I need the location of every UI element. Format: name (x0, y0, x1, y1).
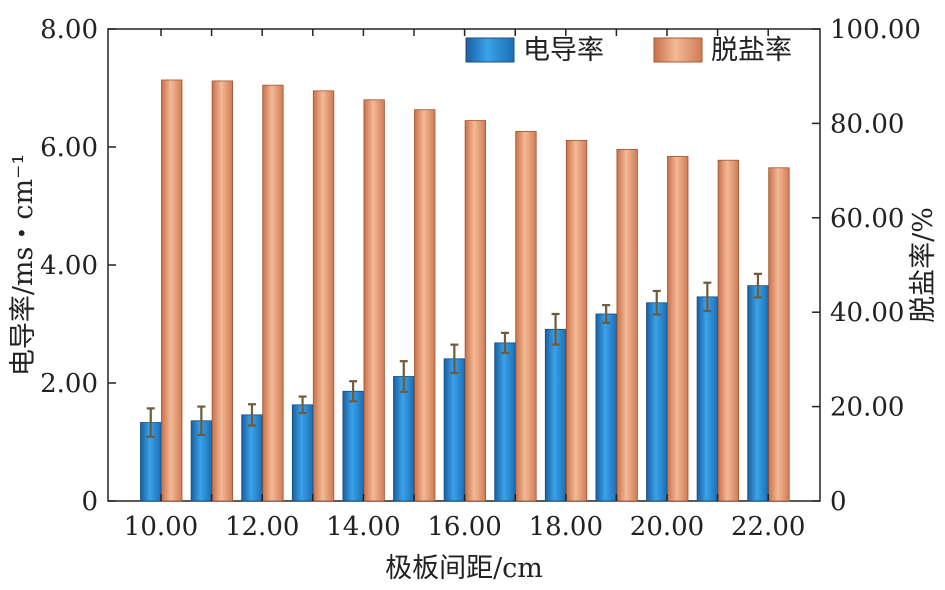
bar-desalination (414, 109, 436, 502)
bar-desalination (717, 159, 739, 502)
x-tick-label: 14.00 (326, 512, 400, 542)
bar-conductivity (291, 404, 314, 502)
bar-desalination (363, 99, 385, 502)
bar-desalination (262, 84, 284, 502)
bar-conductivity (393, 376, 415, 502)
bar-conductivity (241, 414, 263, 502)
tick-group: 0 2.00 4.00 6.00 8.00 0 20.00 40.00 60.00 80.00 10… (40, 15, 921, 542)
bar-conductivity (544, 328, 567, 502)
bar-conductivity (494, 342, 516, 502)
x-tick-label: 20.00 (630, 512, 704, 542)
bar-desalination (464, 120, 487, 502)
legend-swatch-conductivity (465, 37, 515, 63)
legend-label-desalination: 脱盐率 (711, 35, 792, 66)
x-tick-label: 18.00 (529, 512, 603, 542)
bar-desalination (565, 139, 588, 502)
bar-desalination (161, 79, 183, 502)
right-tick-label: 20.00 (830, 393, 904, 423)
bar-group (140, 79, 790, 502)
bar-conductivity (747, 285, 769, 502)
bar-desalination (515, 131, 537, 502)
error-bar-group (146, 272, 762, 438)
x-tick-label: 22.00 (731, 512, 805, 542)
bar-conductivity (646, 302, 668, 502)
bar-desalination (312, 90, 335, 502)
right-axis-title: 脱盐率/% (908, 207, 939, 323)
right-tick-label: 40.00 (830, 298, 904, 328)
bar-desalination (768, 167, 790, 502)
left-tick-label: 6.00 (40, 133, 98, 163)
right-tick-label: 0 (830, 487, 847, 517)
right-tick-label: 80.00 (830, 109, 904, 139)
left-tick-label: 2.00 (40, 369, 98, 399)
bar-desalination (667, 156, 689, 502)
legend-swatch-desalination (653, 37, 703, 63)
bar-conductivity (342, 390, 364, 502)
x-tick-label: 12.00 (225, 512, 299, 542)
right-tick-label: 100.00 (830, 15, 921, 45)
bar-conductivity (696, 296, 718, 502)
bar-conductivity (595, 313, 617, 502)
bar-conductivity (443, 358, 466, 502)
x-axis-title: 极板间距/cm (385, 553, 543, 584)
bar-desalination (211, 80, 234, 502)
left-tick-label: 8.00 (40, 15, 98, 45)
legend-label-conductivity: 电导率 (523, 35, 604, 66)
bar-desalination (616, 148, 638, 502)
right-tick-label: 60.00 (830, 204, 904, 234)
left-axis-title: 电导率/ms・cm⁻¹ (8, 154, 39, 376)
left-tick-label: 4.00 (40, 251, 98, 281)
left-tick-label: 0 (81, 487, 98, 517)
x-tick-label: 16.00 (427, 512, 501, 542)
legend: 电导率 脱盐率 (465, 35, 792, 66)
x-tick-label: 10.00 (124, 512, 198, 542)
